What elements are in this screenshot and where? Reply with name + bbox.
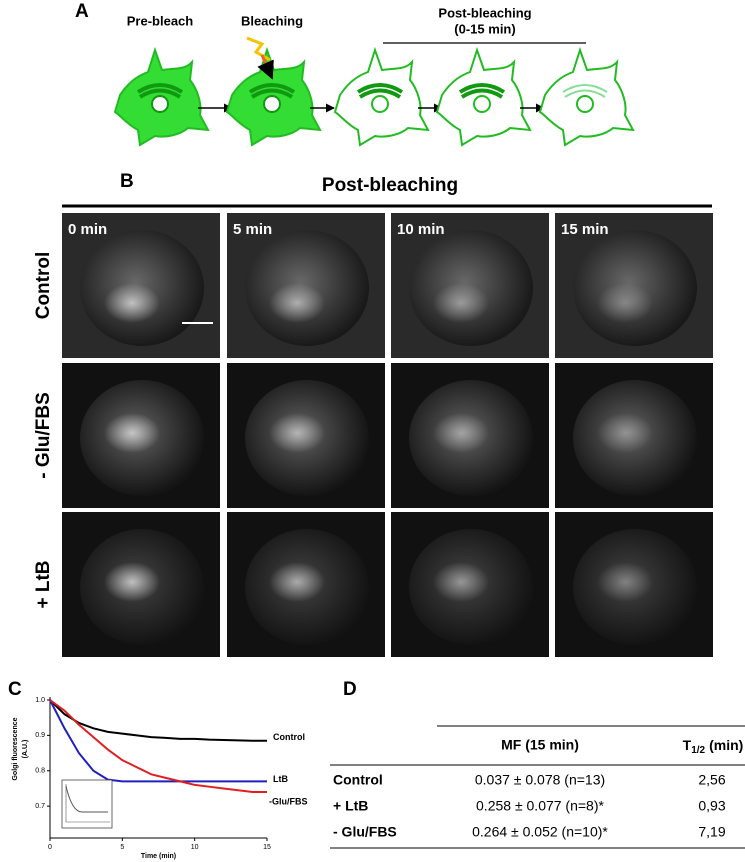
t-value: 7,19 xyxy=(698,824,725,840)
panel-label: A xyxy=(75,1,89,22)
panel-label: C xyxy=(8,679,22,700)
cell xyxy=(435,46,532,147)
step-label: Post-bleaching xyxy=(438,5,531,20)
row-name: Control xyxy=(333,772,383,788)
t-value: 0,93 xyxy=(698,798,725,814)
step-label: Pre-bleach xyxy=(127,13,194,28)
table-header: T1/2 (min) xyxy=(683,737,744,756)
golgi-signal xyxy=(269,283,325,323)
laser-arrow xyxy=(257,54,274,80)
x-axis-label: Time (min) xyxy=(141,853,176,860)
golgi-signal xyxy=(104,283,160,323)
golgi-signal xyxy=(433,283,489,323)
golgi-signal xyxy=(269,413,325,453)
row-label: Control xyxy=(33,252,54,320)
golgi-signal xyxy=(104,562,160,602)
y-axis-label: (A.U.) xyxy=(22,740,29,759)
step-label: Bleaching xyxy=(241,13,303,28)
golgi-signal xyxy=(597,562,653,602)
cell xyxy=(538,46,635,147)
x-tick-label: 15 xyxy=(263,844,271,851)
time-label: 10 min xyxy=(397,221,445,238)
golgi xyxy=(562,84,608,98)
series-line xyxy=(49,699,267,742)
legend-label: LtB xyxy=(273,774,288,784)
t-unit: (min) xyxy=(709,737,743,753)
series-line xyxy=(49,699,267,793)
golgi-signal xyxy=(597,413,653,453)
t-value: 2,56 xyxy=(698,772,725,788)
x-tick-label: 5 xyxy=(120,844,124,851)
golgi-signal xyxy=(433,413,489,453)
panel-label: D xyxy=(343,679,357,700)
row-label: - Glu/FBS xyxy=(33,392,54,479)
nucleus xyxy=(576,95,594,113)
nucleus xyxy=(263,95,281,113)
panel-label: B xyxy=(120,171,134,192)
mf-value: 0.037 ± 0.078 (n=13) xyxy=(475,772,605,788)
y-tick-label: 1.0 xyxy=(35,697,45,704)
series-line xyxy=(49,699,267,783)
cell xyxy=(225,46,322,147)
golgi xyxy=(136,83,184,99)
golgi xyxy=(458,83,506,99)
time-label: 0 min xyxy=(68,221,107,238)
golgi-signal xyxy=(104,413,160,453)
x-tick-label: 10 xyxy=(191,844,199,851)
x-tick-label: 0 xyxy=(48,844,52,851)
golgi-signal xyxy=(433,562,489,602)
y-axis-label: Golgi fluorescence xyxy=(12,717,19,780)
golgi-signal xyxy=(597,283,653,323)
inset-curve xyxy=(65,785,108,813)
y-tick-label: 0.9 xyxy=(35,732,45,739)
row-name: + LtB xyxy=(333,798,368,814)
golgi-signal xyxy=(269,562,325,602)
y-tick-label: 0.8 xyxy=(35,768,45,775)
mf-value: 0.264 ± 0.052 (n=10)* xyxy=(472,824,608,840)
table-header: MF (15 min) xyxy=(501,737,579,753)
nucleus xyxy=(151,95,169,113)
mf-value: 0.258 ± 0.077 (n=8)* xyxy=(476,798,604,814)
row-label: + LtB xyxy=(33,560,54,608)
panel-title: Post-bleaching xyxy=(322,175,458,196)
step-label: (0-15 min) xyxy=(454,21,515,36)
t-sub: 1/2 xyxy=(691,745,705,756)
y-tick-label: 0.7 xyxy=(35,803,45,810)
legend-label: -Glu/FBS xyxy=(269,796,308,806)
cell xyxy=(113,46,210,147)
cell xyxy=(333,46,430,147)
legend-label: Control xyxy=(273,732,305,742)
nucleus xyxy=(371,95,389,113)
time-label: 15 min xyxy=(561,221,609,238)
row-name: - Glu/FBS xyxy=(333,824,397,840)
t-main: T xyxy=(683,737,692,753)
golgi xyxy=(248,83,296,99)
golgi xyxy=(356,83,404,99)
nucleus xyxy=(473,95,491,113)
inset xyxy=(61,779,113,829)
time-label: 5 min xyxy=(233,221,272,238)
